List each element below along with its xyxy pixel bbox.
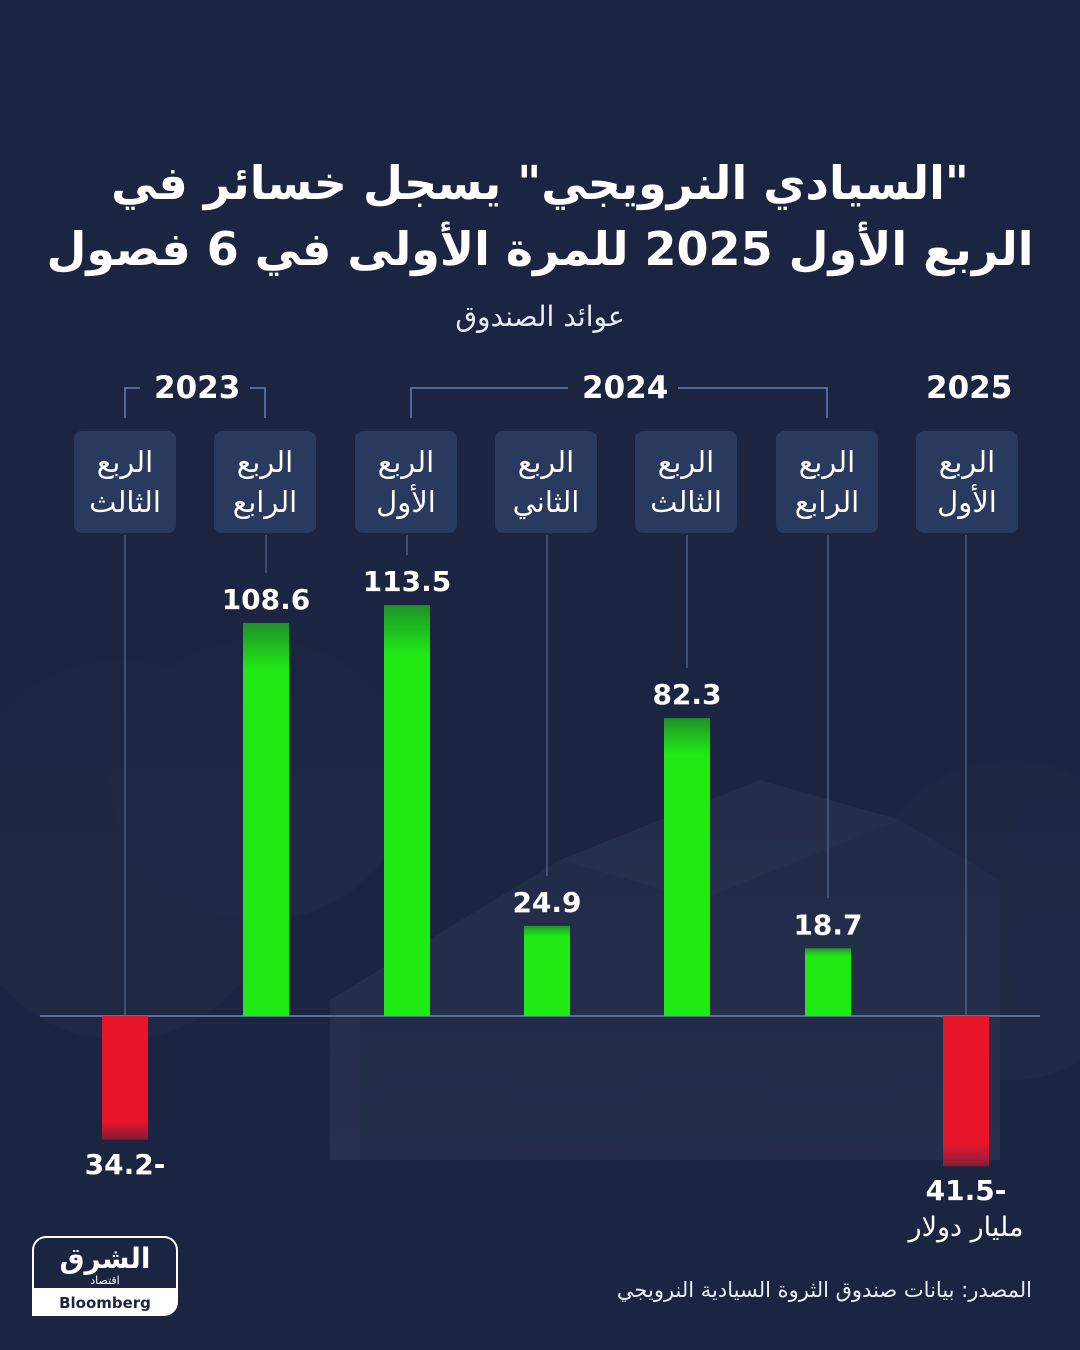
year-label-2025: 2025 (912, 366, 1022, 410)
chart-subtitle: عوائد الصندوق (455, 300, 625, 333)
bar-5 (805, 948, 851, 1016)
bar-3 (524, 925, 570, 1016)
value-label-4: 82.3 (652, 678, 721, 711)
value-label-5: 18.7 (793, 908, 862, 941)
year-label-2024: 2024 (568, 366, 678, 410)
quarter-box-2023-q4: الربع الرابع (214, 431, 316, 533)
quarter-box-2025-q1: الربع الأول (916, 431, 1018, 533)
chart-title: "السيادي النرويجي" يسجل خسائر في الربع ا… (30, 150, 1050, 282)
logo-top: الشرق اقتصاد (32, 1236, 178, 1288)
value-label-2: 113.5 (363, 565, 452, 598)
quarter-box-2024-q3: الربع الثالث (635, 431, 737, 533)
bar-0 (102, 1016, 148, 1140)
logo-sub-text: اقتصاد (90, 1274, 120, 1287)
quarter-box-2023-q3: الربع الثالث (74, 431, 176, 533)
source-note: المصدر: بيانات صندوق الثروة السيادية الن… (616, 1278, 1032, 1302)
bar-2 (384, 605, 430, 1016)
title-line-2: الربع الأول 2025 للمرة الأولى في 6 فصول (46, 222, 1034, 276)
value-label-1: 108.6 (222, 583, 311, 616)
bar-4 (664, 718, 710, 1016)
year-label-2023: 2023 (140, 366, 250, 410)
logo-partner: Bloomberg (32, 1288, 178, 1316)
value-label-0: 34.2- (85, 1148, 166, 1181)
bar-1 (243, 622, 289, 1016)
value-label-6: 41.5- (926, 1174, 1007, 1207)
unit-label: مليار دولار (907, 1212, 1024, 1243)
value-label-3: 24.9 (512, 886, 581, 919)
quarter-box-2024-q2: الربع الثاني (495, 431, 597, 533)
logo-main-text: الشرق (59, 1242, 151, 1275)
quarter-box-2024-q1: الربع الأول (355, 431, 457, 533)
title-line-1: "السيادي النرويجي" يسجل خسائر في (111, 156, 969, 210)
quarter-box-2024-q4: الربع الرابع (776, 431, 878, 533)
bar-6 (943, 1016, 989, 1167)
asharq-bloomberg-logo: الشرق اقتصاد مع Bloomberg (32, 1236, 178, 1316)
